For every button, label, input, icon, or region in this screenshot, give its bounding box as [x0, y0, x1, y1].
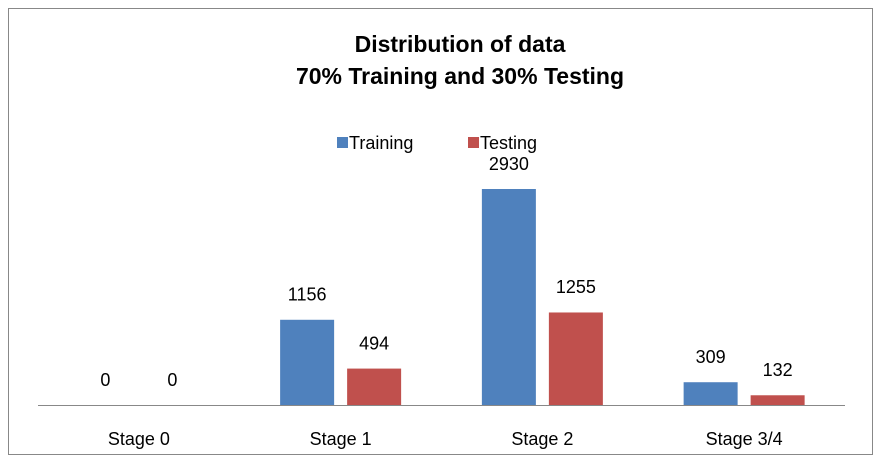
data-label: 1156 [288, 285, 327, 305]
data-label: 132 [763, 360, 793, 380]
legend-label: Testing [480, 133, 537, 153]
data-label: 0 [100, 370, 110, 390]
data-label: 0 [167, 370, 177, 390]
bar [481, 189, 536, 405]
data-label: 2930 [489, 154, 529, 174]
bar [548, 312, 603, 405]
bar [750, 395, 805, 405]
data-label: 494 [359, 333, 389, 353]
legend-swatch [468, 137, 479, 148]
x-tick-label: Stage 0 [108, 429, 170, 449]
x-tick-label: Stage 1 [310, 429, 372, 449]
chart-frame [8, 8, 873, 455]
bar [347, 368, 402, 405]
chart-subtitle: 70% Training and 30% Testing [296, 63, 624, 89]
bar [280, 319, 335, 405]
legend-label: Training [349, 133, 413, 153]
data-label: 309 [696, 347, 726, 367]
x-tick-label: Stage 3/4 [706, 429, 783, 449]
bar [683, 382, 738, 405]
x-tick-label: Stage 2 [511, 429, 573, 449]
data-label: 1255 [556, 277, 596, 297]
legend-swatch [337, 137, 348, 148]
chart-title: Distribution of data [355, 31, 566, 57]
